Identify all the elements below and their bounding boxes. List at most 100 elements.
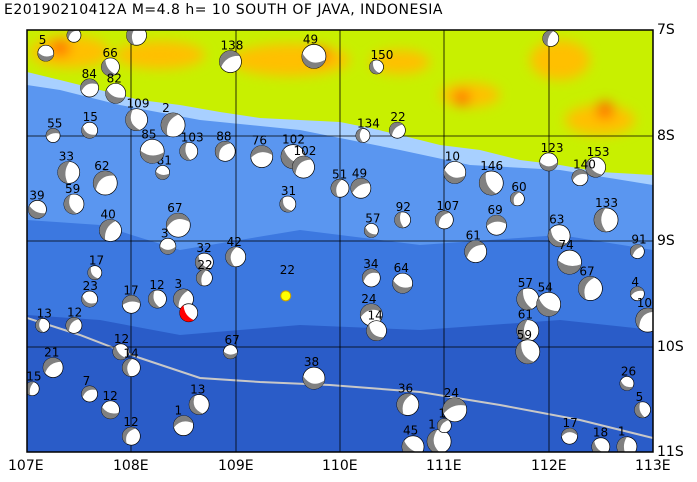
focal-mechanism	[155, 165, 170, 180]
focal-mechanism	[148, 289, 167, 309]
depth-label: 14	[123, 347, 138, 361]
lon-label-112e: 112E	[531, 458, 567, 474]
depth-label: 179	[544, 18, 567, 32]
focal-mechanism	[292, 155, 315, 179]
focal-mechanism	[126, 30, 147, 46]
focal-mechanism	[121, 294, 141, 314]
depth-label: 61	[518, 308, 533, 322]
focal-mechanism	[547, 224, 571, 248]
depth-label: 134	[357, 117, 380, 131]
depth-label: 146	[480, 159, 503, 173]
depth-label: 67	[224, 333, 239, 347]
depth-label: 144	[68, 16, 91, 30]
lon-label-107e: 107E	[8, 458, 44, 474]
focal-mechanism	[188, 394, 210, 415]
focal-mechanism	[80, 78, 99, 98]
depth-label: 66	[102, 46, 117, 60]
focal-mechanism	[121, 426, 141, 446]
depth-label: 14	[368, 309, 383, 323]
lat-label-9s: 9S	[657, 233, 675, 249]
depth-label: 63	[549, 213, 564, 227]
depth-label: 22	[390, 110, 405, 124]
focal-mechanism	[139, 138, 165, 164]
focal-mechanism	[112, 343, 130, 361]
lon-label-111e: 111E	[426, 458, 462, 474]
focal-mechanism	[87, 265, 103, 280]
depth-label: 39	[29, 188, 44, 202]
lat-label-8s: 8S	[657, 128, 675, 144]
focal-mechanism	[426, 429, 452, 452]
depth-label: 102	[293, 144, 316, 158]
lon-label-109e: 109E	[218, 458, 254, 474]
lat-label-7s: 7S	[657, 22, 675, 38]
focal-mechanism	[28, 200, 47, 219]
depth-label: 17	[563, 416, 578, 430]
depth-label: 67	[579, 264, 594, 278]
focal-mechanism	[350, 177, 372, 199]
depth-label: 7	[83, 374, 91, 388]
event-depth-label: 22	[280, 263, 295, 277]
depth-label: 24	[444, 386, 459, 400]
focal-mechanism	[92, 170, 118, 196]
depth-label: 5	[39, 33, 47, 47]
focal-mechanism	[165, 212, 191, 238]
focal-mechanism	[81, 290, 98, 308]
depth-label: 57	[365, 211, 380, 225]
focal-mechanism	[125, 108, 148, 132]
focal-mechanism	[81, 121, 98, 139]
depth-label: 57	[518, 276, 533, 290]
depth-label: 3	[175, 277, 183, 291]
depth-label: 51	[332, 167, 347, 181]
focal-mechanism	[557, 249, 582, 275]
depth-label: 62	[94, 159, 109, 173]
depth-label: 33	[59, 149, 74, 163]
depth-label: 26	[621, 364, 636, 378]
depth-label: 153	[587, 145, 610, 159]
focal-mechanism	[179, 141, 199, 161]
depth-label: 91	[631, 233, 646, 247]
focal-mechanism	[542, 30, 560, 47]
depth-label: 61	[466, 229, 481, 243]
depth-label: 84	[82, 67, 97, 81]
focal-mechanism	[442, 397, 468, 423]
depth-label: 32	[196, 241, 211, 255]
focal-mechanism	[516, 287, 540, 311]
main-event-mechanism	[179, 303, 199, 323]
focal-mechanism	[196, 269, 213, 287]
focal-mechanism	[389, 121, 406, 139]
depth-label: 12	[102, 389, 117, 403]
depth-label: 140	[573, 158, 596, 172]
depth-label: 59	[517, 328, 532, 342]
depth-label: 21	[44, 346, 59, 360]
focal-mechanism	[66, 30, 82, 43]
depth-label: 36	[398, 382, 413, 396]
depth-label: 17	[89, 254, 104, 268]
focal-mechanism	[539, 152, 559, 172]
depth-label: 49	[303, 32, 318, 46]
depth-label: 150	[371, 48, 394, 62]
focal-mechanism	[366, 320, 387, 342]
depth-label: 13	[37, 306, 52, 320]
focal-mechanism	[159, 237, 177, 255]
depth-label: 1	[438, 407, 446, 421]
focal-mechanism	[37, 44, 55, 62]
map-frame	[26, 29, 654, 453]
depth-label: 17	[123, 283, 138, 297]
depth-label: 69	[488, 203, 503, 217]
focal-mechanism	[619, 376, 635, 391]
depth-label: 23	[83, 279, 98, 293]
depth-label: 31	[281, 184, 296, 198]
lon-label-113e: 113E	[635, 458, 671, 474]
grid	[27, 30, 653, 452]
focal-mechanism	[464, 240, 487, 263]
depth-label: 1	[618, 425, 626, 439]
depth-label: 24	[361, 292, 376, 306]
depth-label: 60	[511, 180, 526, 194]
focal-mechanism	[101, 57, 120, 77]
depth-label: 38	[304, 355, 319, 369]
depth-label: 123	[541, 141, 564, 155]
depth-label: 15	[26, 370, 41, 384]
depth-label: 54	[538, 280, 553, 294]
depth-label: 5	[636, 390, 644, 404]
